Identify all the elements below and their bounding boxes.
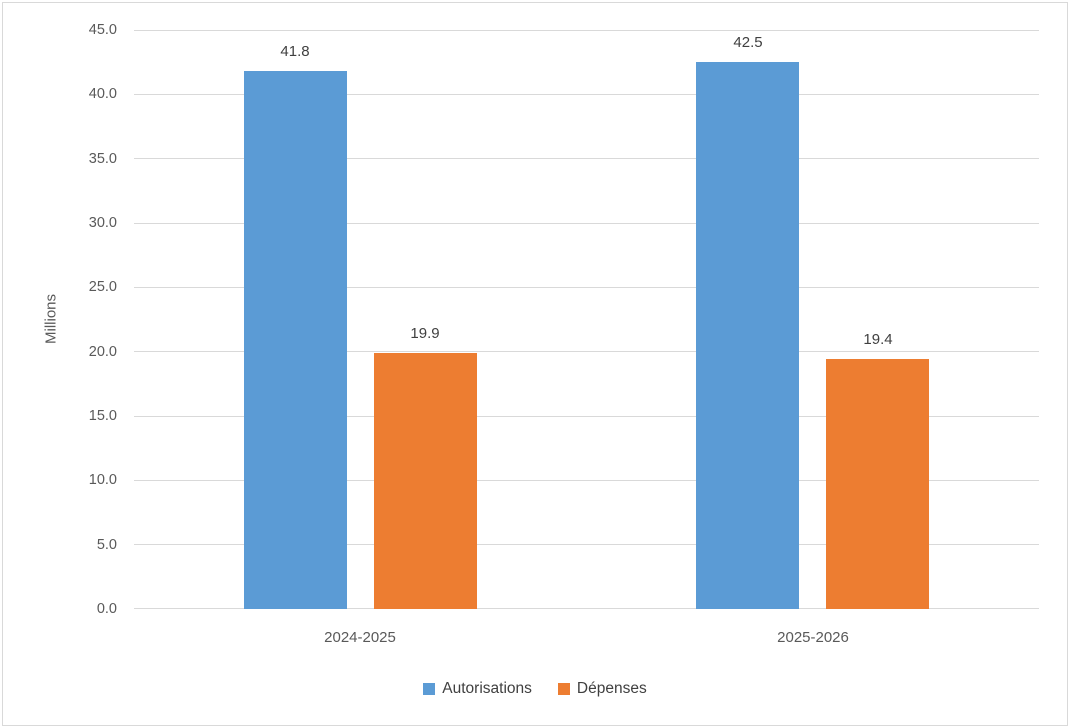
bar-value-label-depenses-2025-2026: 19.4 bbox=[863, 331, 893, 348]
bar-depenses-2024-2025 bbox=[374, 353, 477, 609]
gridline bbox=[134, 94, 1039, 95]
legend: Autorisations Dépenses bbox=[0, 678, 1070, 700]
y-tick-label: 15.0 bbox=[88, 408, 117, 424]
gridline bbox=[134, 223, 1039, 224]
y-tick-label: 45.0 bbox=[88, 22, 117, 38]
bar-autorisations-2025-2026 bbox=[696, 62, 799, 609]
plot-area: 41.8 19.9 42.5 19.4 bbox=[134, 30, 1039, 609]
y-tick-label: 25.0 bbox=[88, 279, 117, 295]
x-category-label-2025-2026: 2025-2026 bbox=[777, 629, 849, 646]
gridline bbox=[134, 480, 1039, 481]
gridline bbox=[134, 158, 1039, 159]
gridline bbox=[134, 416, 1039, 417]
legend-swatch-autorisations bbox=[423, 683, 436, 695]
y-tick-label: 5.0 bbox=[96, 537, 117, 553]
x-category-label-2024-2025: 2024-2025 bbox=[324, 629, 396, 646]
x-axis: 2024-2025 2025-2026 bbox=[134, 629, 1039, 651]
legend-item-depenses: Dépenses bbox=[557, 680, 647, 698]
bar-value-label-autorisations-2025-2026: 42.5 bbox=[733, 34, 763, 51]
y-tick-label: 40.0 bbox=[88, 86, 117, 102]
legend-item-autorisations: Autorisations bbox=[423, 680, 532, 698]
gridline bbox=[134, 351, 1039, 352]
legend-label-autorisations: Autorisations bbox=[442, 680, 532, 697]
x-axis-line bbox=[134, 608, 1039, 609]
legend-label-depenses: Dépenses bbox=[576, 680, 647, 697]
y-tick-label: 35.0 bbox=[88, 151, 117, 167]
bar-value-label-autorisations-2024-2025: 41.8 bbox=[280, 43, 310, 60]
gridline bbox=[134, 544, 1039, 545]
gridline bbox=[134, 30, 1039, 31]
y-tick-label: 10.0 bbox=[88, 472, 117, 488]
y-axis: 0.0 5.0 10.0 15.0 20.0 25.0 30.0 35.0 40.0 45.0 bbox=[0, 22, 117, 617]
bar-value-label-depenses-2024-2025: 19.9 bbox=[410, 325, 440, 342]
bar-autorisations-2024-2025 bbox=[244, 71, 347, 609]
bar-depenses-2025-2026 bbox=[826, 359, 929, 609]
y-tick-label: 20.0 bbox=[88, 344, 117, 360]
gridline bbox=[134, 287, 1039, 288]
y-tick-label: 0.0 bbox=[96, 601, 117, 617]
legend-swatch-depenses bbox=[557, 683, 570, 695]
y-tick-label: 30.0 bbox=[88, 215, 117, 231]
